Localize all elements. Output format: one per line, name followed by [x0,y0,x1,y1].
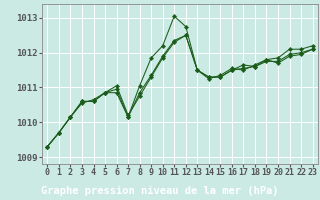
Text: Graphe pression niveau de la mer (hPa): Graphe pression niveau de la mer (hPa) [41,186,279,196]
